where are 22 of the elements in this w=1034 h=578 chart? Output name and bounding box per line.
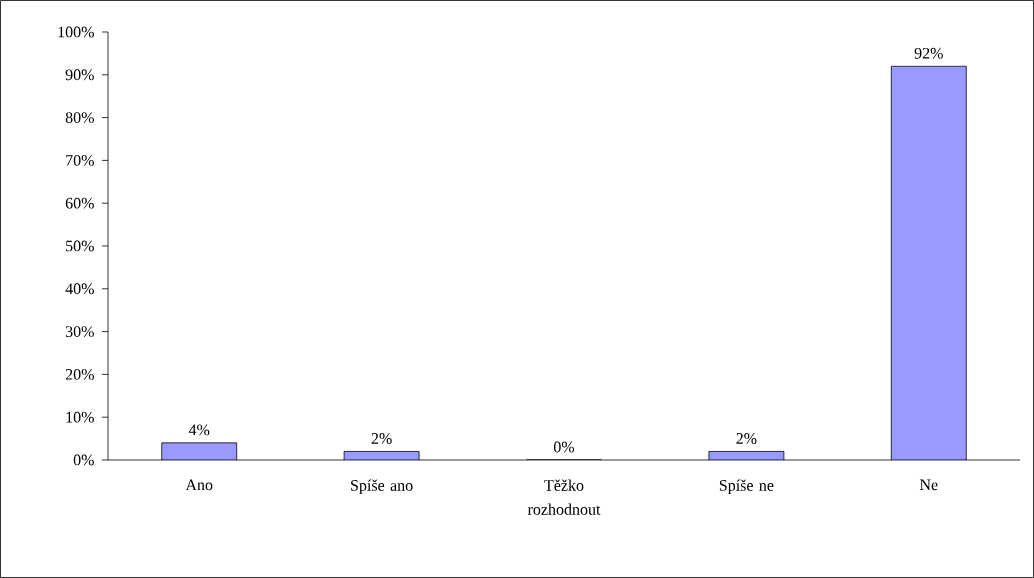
x-tick-label: Ano [185,479,213,491]
x-tick-label: Těžko rozhodnout [527,479,601,515]
data-label: 4% [188,424,210,436]
y-tick-label: 60% [65,197,94,209]
y-tick-label: 10% [66,411,94,423]
data-label: 2% [736,433,757,444]
y-tick-label: 80% [65,112,94,124]
data-label: 2% [371,433,392,444]
x-tick-label: Spíše ne [719,479,774,495]
y-tick-label: 50% [66,240,94,252]
data-label: 92% [914,47,943,59]
y-tick-label: 20% [65,368,94,380]
x-tick-label: Spíše ano [351,479,413,495]
y-tick-label: 90% [65,69,94,81]
y-tick-label: 100% [58,26,94,38]
bar [890,65,967,460]
x-tick-label: Ne [919,479,938,491]
y-tick-label: 70% [66,154,94,166]
data-label: 0% [553,441,575,453]
y-tick-label: 0% [73,454,94,466]
y-tick-label: 40% [65,283,94,295]
y-tick-label: 30% [65,326,94,338]
